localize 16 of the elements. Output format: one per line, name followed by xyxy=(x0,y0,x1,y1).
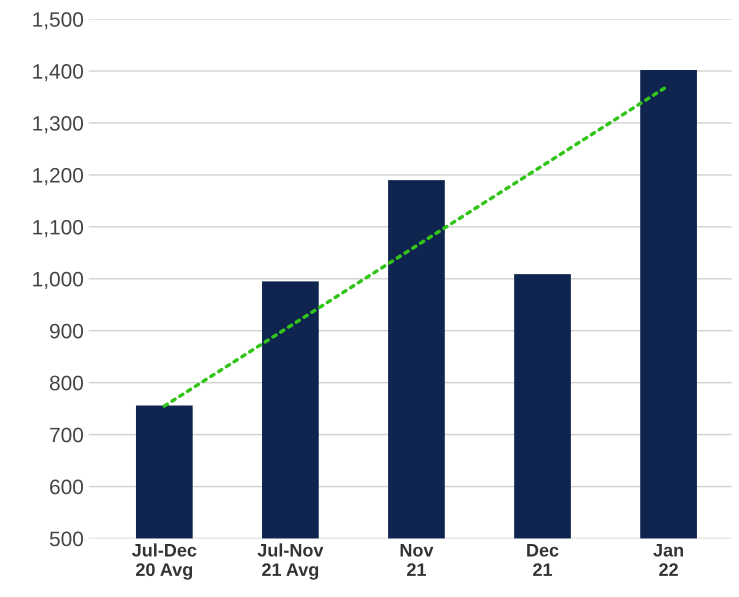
y-tick-label: 1,500 xyxy=(33,12,84,30)
x-tick-label: Jan 22 xyxy=(653,544,684,576)
x-tick-label: Jul-Nov 21 Avg xyxy=(258,543,324,580)
y-tick-label: 1,000 xyxy=(33,272,84,290)
y-tick-label: 700 xyxy=(50,428,84,442)
y-tick-label: 900 xyxy=(50,324,84,338)
y-tick-label: 1,300 xyxy=(33,116,84,134)
y-tick-label: 1,100 xyxy=(33,220,84,238)
x-tick-label: Dec 21 xyxy=(527,544,559,576)
x-tick-label: Jul-Dec 20 Avg xyxy=(132,543,196,580)
y-tick-label: 1,200 xyxy=(33,168,84,186)
y-tick-label: 500 xyxy=(50,531,84,546)
y-tick-label: 600 xyxy=(50,480,84,494)
y-tick-label: 800 xyxy=(50,376,84,390)
x-tick-label: Nov 21 xyxy=(400,544,434,576)
y-tick-label: 1,400 xyxy=(33,64,84,82)
